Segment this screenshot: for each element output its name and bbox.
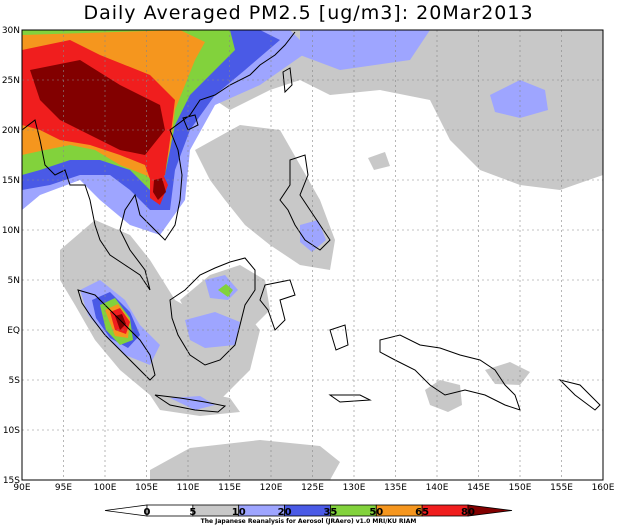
y-tick-label: 5N [8, 276, 20, 286]
colorbar-label: 50 [369, 507, 383, 518]
y-tick-label: 20N [2, 126, 20, 136]
coastline-mainland-asia [22, 31, 296, 291]
map-frame [21, 29, 604, 481]
colorbar-over-arrow [467, 504, 513, 517]
colorbar-label: 0 [144, 507, 151, 518]
pm25-band-50-65-borneo [218, 284, 233, 297]
gridlines [22, 30, 603, 480]
coastline-hainan [182, 114, 199, 131]
y-axis-labels: 30N 25N 20N 15N 10N 5N EQ 5S 10S 15S [2, 26, 20, 486]
coastline-taiwan [282, 67, 293, 94]
x-axis-labels: 90E 95E 100E 105E 110E 115E 120E 125E 130E 135E 14… [13, 483, 614, 493]
y-tick-label: 10S [3, 426, 20, 436]
y-tick-label: 30N [2, 26, 20, 36]
y-tick-label: 15N [2, 176, 20, 186]
map-title: Daily Averaged PM2.5 [ug/m3]: 20Mar2013 [83, 2, 534, 24]
x-tick-label: 105E [135, 483, 158, 493]
x-tick-label: 135E [384, 483, 407, 493]
pm25-band-10-20-island [368, 152, 390, 170]
colorbar-label: 80 [461, 507, 475, 518]
x-tick-label: 120E [260, 483, 283, 493]
pm25-band-20-35-northeast [300, 30, 430, 70]
colorbar-label: 20 [278, 507, 292, 518]
coastline-solomon [558, 379, 601, 411]
x-tick-label: 95E [55, 483, 72, 493]
coastline-java [154, 394, 227, 413]
y-tick-label: 15S [3, 476, 20, 486]
pm25-band-10-20-sumatra [60, 220, 260, 410]
y-tick-label: 25N [2, 76, 20, 86]
x-tick-label: 115E [218, 483, 241, 493]
colorbar-label: 35 [323, 507, 337, 518]
x-tick-label: 100E [94, 483, 117, 493]
pm25-band-extreme-vietnam [153, 178, 166, 200]
y-tick-label: EQ [7, 326, 20, 336]
x-tick-label: 155E [550, 483, 573, 493]
colorbar: 0 5 10 20 35 50 65 80 [104, 504, 513, 518]
colorbar-under-arrow [104, 504, 148, 517]
pm25-band-extreme-mainland [30, 60, 165, 155]
pm25-band-10-20-east [485, 362, 530, 385]
y-tick-label: 5S [9, 376, 21, 386]
x-tick-label: 145E [467, 483, 490, 493]
colorbar-label: 5 [189, 507, 196, 518]
coastline-borneo [169, 257, 256, 366]
pm25-band-10-20-northeast [200, 30, 603, 190]
pm25-band-20-35-java [170, 396, 215, 410]
pm25-band-20-35-pacific [490, 80, 548, 118]
colorbar-segment [146, 504, 194, 517]
x-tick-label: 90E [13, 483, 30, 493]
y-tick-label: 10N [2, 226, 20, 236]
pm25-band-20-35-mindanao [300, 220, 326, 252]
coastline-timor [328, 394, 372, 403]
credit-text: The Japanese Reanalysis for Aerosol (JRA… [200, 518, 417, 525]
pm25-band-10-20-south [150, 440, 340, 480]
x-tick-label: 150E [509, 483, 532, 493]
colorbar-label: 65 [415, 507, 429, 518]
coastline-philippines [279, 154, 331, 251]
coastline-maluku [329, 324, 349, 351]
x-tick-label: 130E [343, 483, 366, 493]
colorbar-label: 10 [232, 507, 246, 518]
x-tick-label: 140E [426, 483, 449, 493]
coastline-sulawesi [259, 279, 296, 331]
x-tick-label: 125E [301, 483, 324, 493]
x-tick-label: 110E [177, 483, 200, 493]
x-tick-label: 160E [592, 483, 615, 493]
coastline-sumatra [77, 289, 156, 381]
